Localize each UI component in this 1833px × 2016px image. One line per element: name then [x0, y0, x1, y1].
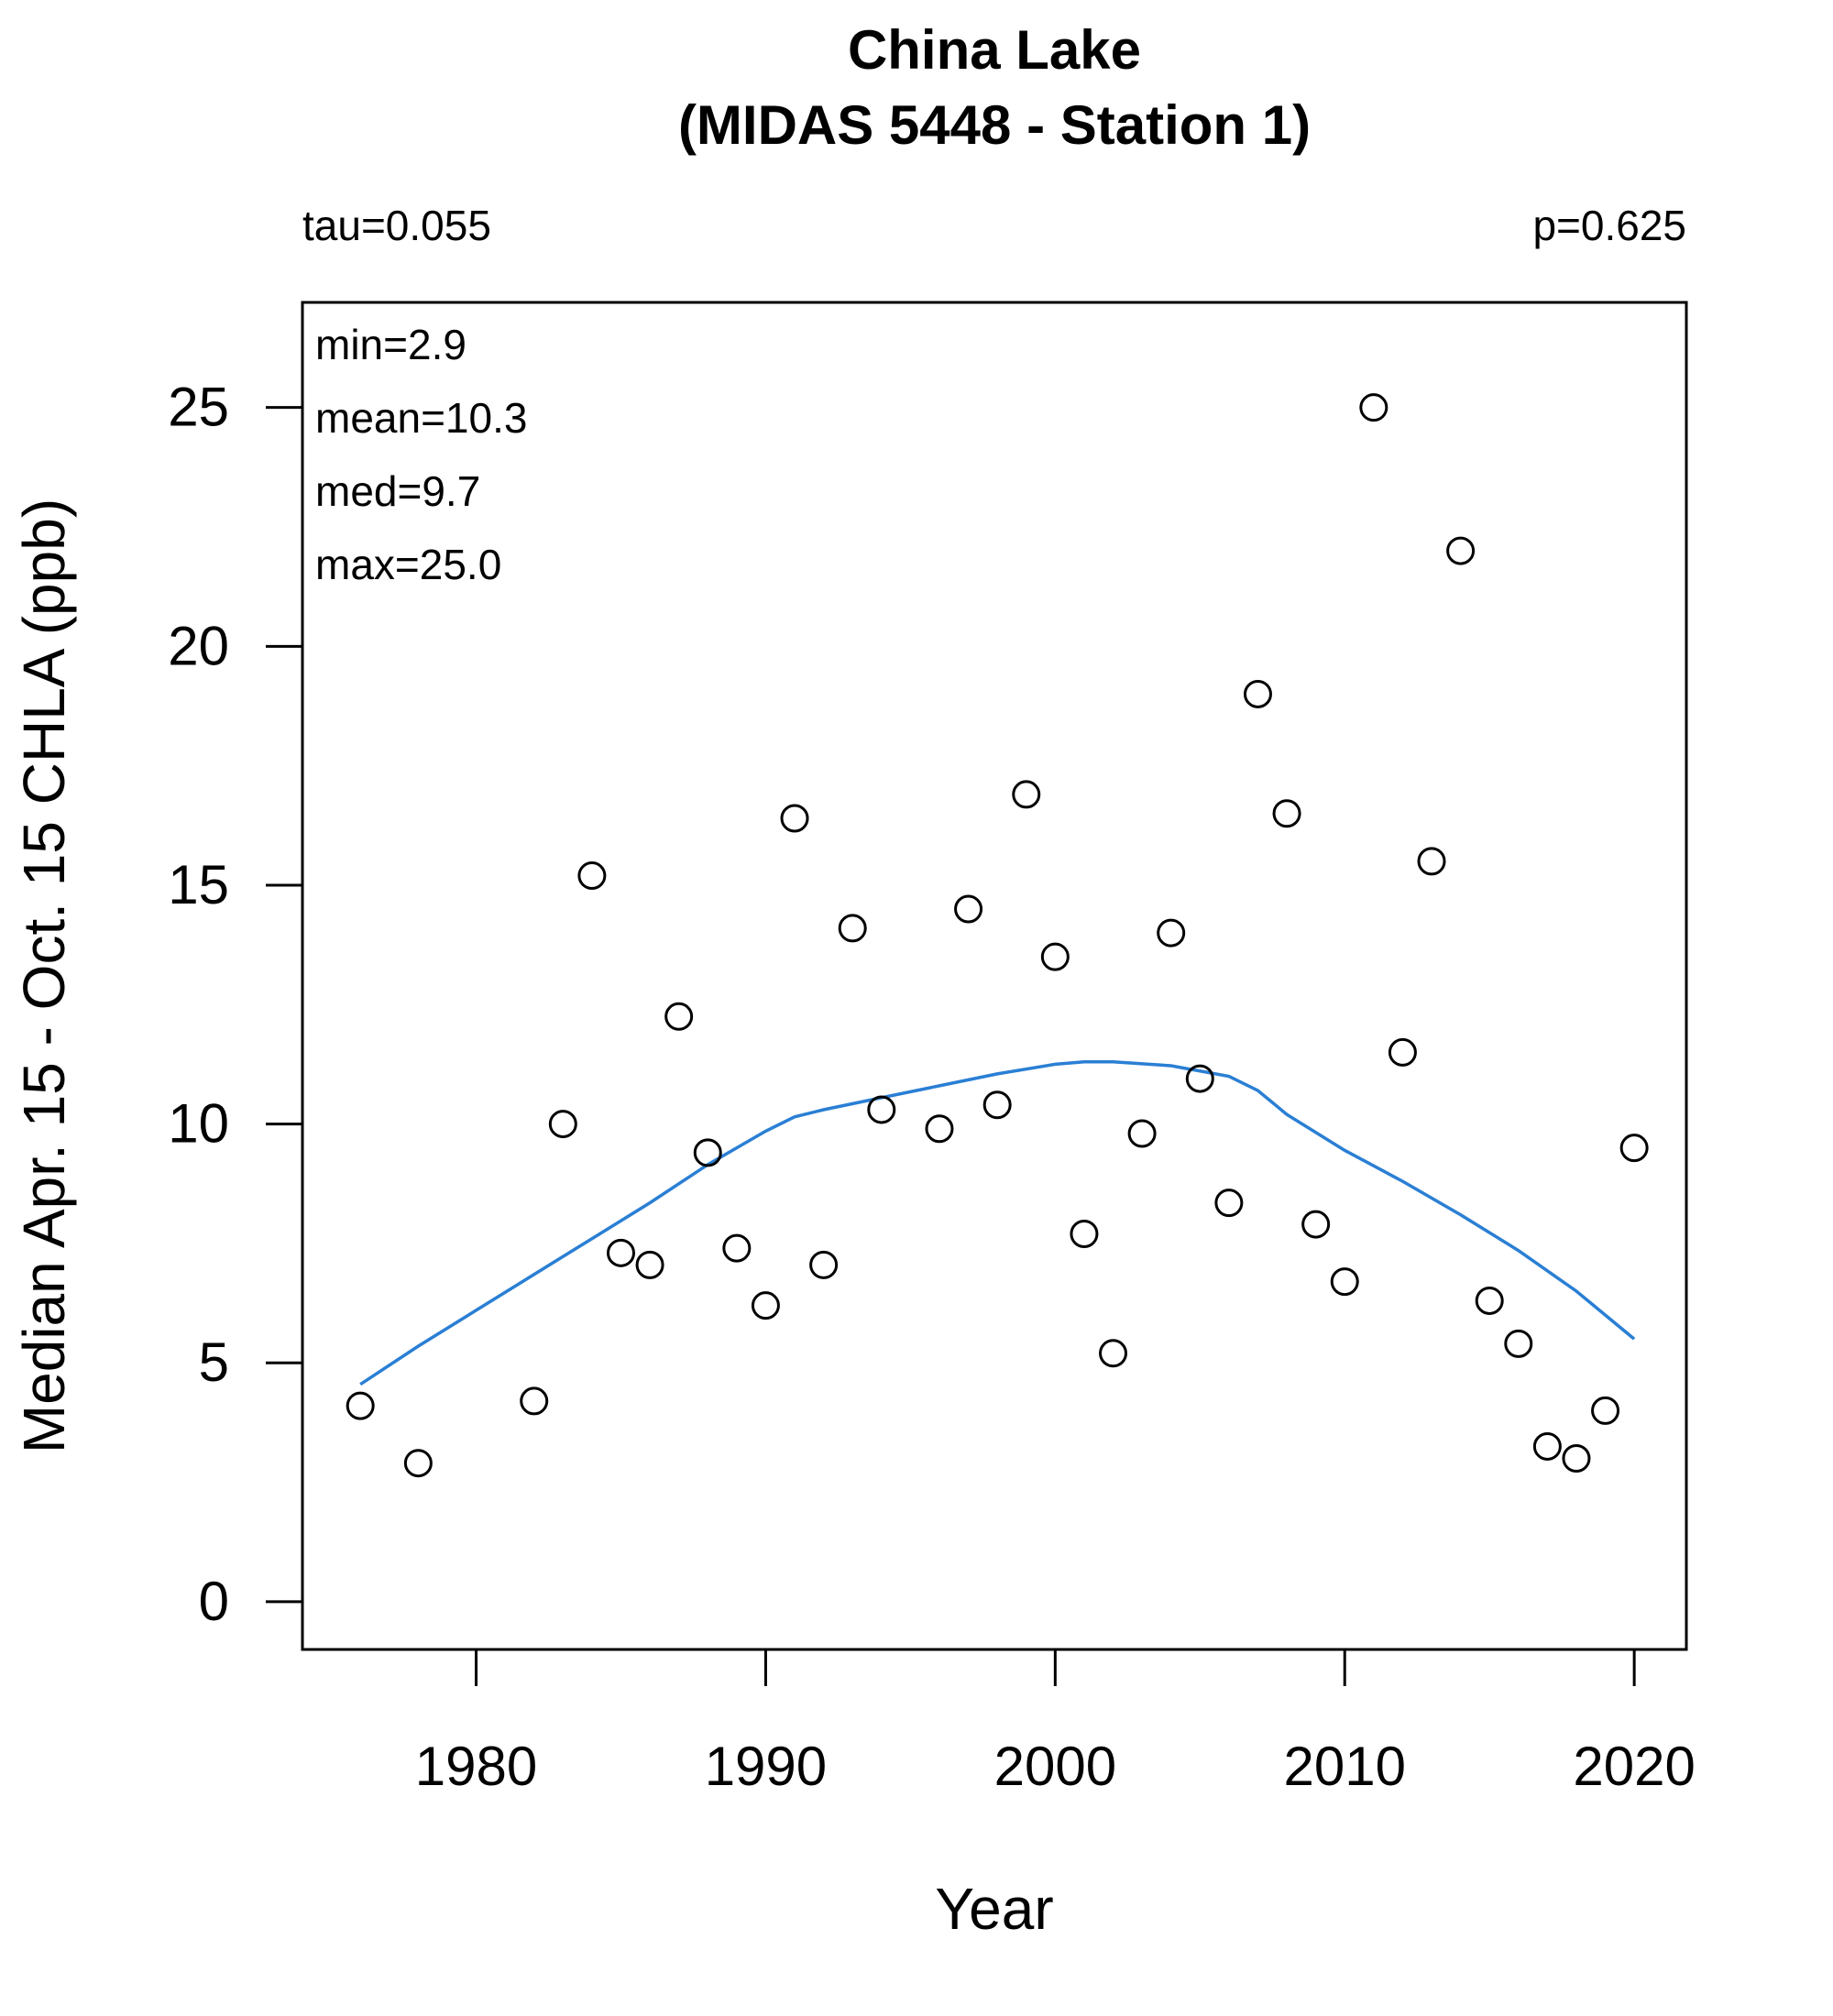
data-point-2011: [1359, 393, 1388, 422]
data-point-2006: [1214, 1189, 1244, 1218]
data-point-1976: [346, 1391, 375, 1420]
x-axis: 1980 1990 2000 2010 2020: [415, 1648, 1696, 1797]
data-point-2016: [1504, 1329, 1533, 1358]
data-point-1985: [606, 1238, 635, 1267]
y-axis-label: Median Apr. 15 - Oct. 15 CHLA (ppb): [11, 499, 77, 1453]
data-point-2015: [1475, 1286, 1504, 1315]
tau-statistic: tau=0.055: [302, 202, 491, 249]
data-point-2013: [1417, 847, 1446, 876]
x-tick-label-0: 1980: [415, 1736, 537, 1797]
data-point-2019: [1591, 1396, 1620, 1425]
y-tick-label-1: 5: [199, 1331, 229, 1393]
x-tick-label-3: 2010: [1283, 1736, 1405, 1797]
data-point-2002: [1099, 1339, 1128, 1368]
y-tick-label-0: 0: [199, 1571, 229, 1632]
data-point-2005: [1185, 1064, 1214, 1093]
data-point-2003: [1127, 1119, 1157, 1148]
data-point-1992: [809, 1250, 839, 1279]
data-point-1998: [982, 1090, 1012, 1120]
x-axis-label: Year: [935, 1876, 1053, 1942]
summary-min: min=2.9: [315, 321, 466, 368]
data-point-2004: [1157, 918, 1186, 948]
y-tick-label-4: 20: [168, 615, 229, 676]
data-point-1982: [520, 1386, 549, 1416]
data-point-2012: [1388, 1037, 1417, 1067]
data-point-1993: [838, 914, 867, 943]
data-point-2014: [1446, 536, 1476, 565]
data-point-2007: [1243, 679, 1272, 708]
data-point-1984: [577, 861, 607, 891]
y-tick-label-5: 25: [168, 377, 229, 438]
data-point-2001: [1070, 1219, 1099, 1248]
data-point-1999: [1012, 780, 1041, 809]
data-point-2008: [1272, 799, 1301, 828]
y-tick-label-2: 10: [168, 1093, 229, 1155]
data-point-1989: [722, 1233, 752, 1263]
data-point-1990: [751, 1291, 780, 1320]
data-point-2000: [1040, 942, 1070, 971]
x-tick-label-2: 2000: [994, 1736, 1116, 1797]
summary-mean: mean=10.3: [315, 394, 527, 442]
data-point-2020: [1619, 1134, 1649, 1163]
data-points: [346, 393, 1649, 1478]
data-point-1996: [925, 1114, 954, 1144]
x-tick-label-1: 1990: [705, 1736, 827, 1797]
data-point-2009: [1301, 1210, 1331, 1239]
data-point-1988: [693, 1138, 722, 1167]
data-point-2017: [1532, 1431, 1562, 1461]
data-point-1991: [780, 804, 809, 833]
trend-line: [359, 1060, 1636, 1386]
data-point-2018: [1562, 1443, 1591, 1473]
data-point-1987: [664, 1002, 694, 1031]
data-point-1994: [867, 1095, 896, 1124]
p-value-statistic: p=0.625: [1532, 202, 1686, 249]
data-point-1997: [954, 894, 983, 924]
y-tick-label-3: 15: [168, 854, 229, 915]
summary-max: max=25.0: [315, 541, 501, 588]
plot-frame: [301, 301, 1688, 1651]
data-point-1983: [548, 1110, 577, 1139]
data-point-1986: [635, 1250, 664, 1279]
y-axis: 0 5 10 15 20 25: [168, 377, 304, 1632]
chart-title: China Lake: [848, 19, 1141, 81]
x-tick-label-4: 2020: [1573, 1736, 1695, 1797]
summary-median: med=9.7: [315, 467, 480, 515]
data-point-2010: [1330, 1267, 1359, 1297]
data-point-1978: [403, 1449, 433, 1478]
chart-subtitle: (MIDAS 5448 - Station 1): [678, 94, 1311, 156]
